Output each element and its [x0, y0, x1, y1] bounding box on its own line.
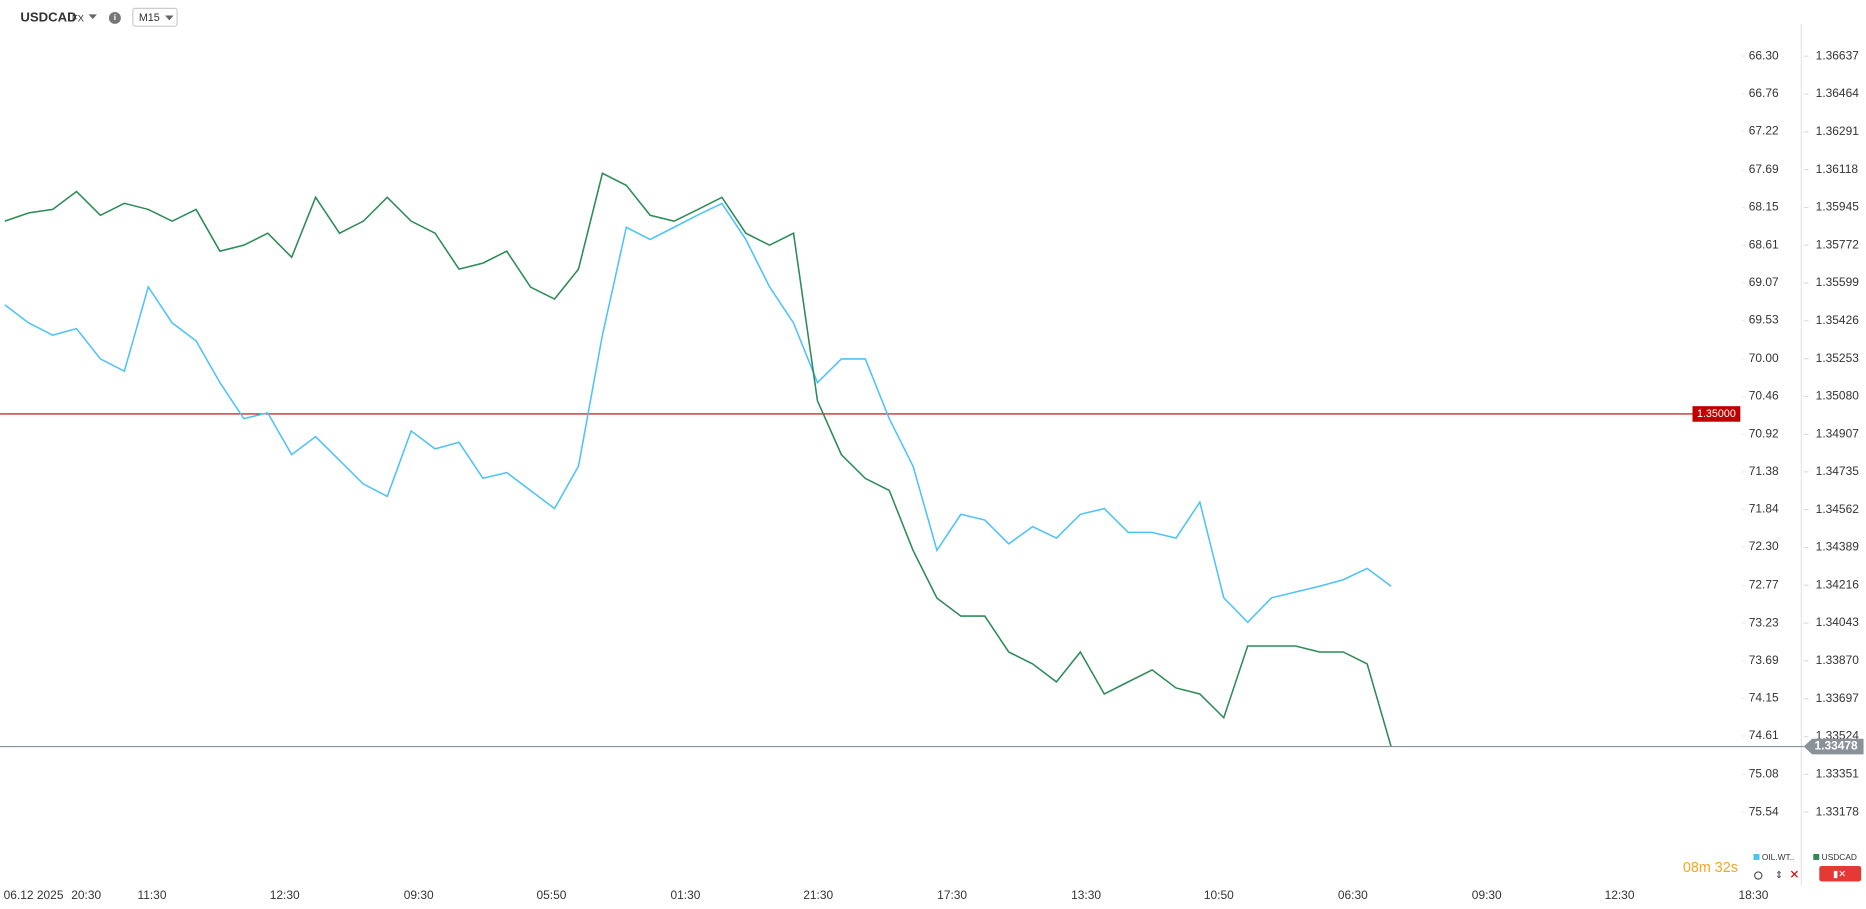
remove-button[interactable] [1819, 865, 1862, 882]
interval-caret [165, 15, 174, 21]
symbol[interactable]: USDCAD [20, 9, 76, 24]
last-price-label: 1.33478 [1814, 739, 1858, 753]
x-tick-label: 06.12 2025 [4, 888, 64, 902]
series-line [4, 202, 1392, 624]
y-tick-label: 1.35772 [1816, 237, 1860, 251]
y2-tick-label: 68.61 [1749, 237, 1779, 251]
y-tick-label: 1.34907 [1816, 426, 1860, 440]
x-tick-label: 21:30 [803, 888, 833, 902]
y2-tick-label: 70.46 [1749, 389, 1779, 403]
y-tick-label: 1.35426 [1816, 313, 1860, 327]
y-tick-label: 1.35945 [1816, 200, 1860, 214]
y-tick-label: 1.34216 [1816, 577, 1860, 591]
timer: 08m 32s [1683, 860, 1738, 876]
info-icon[interactable] [108, 11, 121, 24]
x-tick-label: 01:30 [670, 888, 700, 902]
remove-button-glyph: ▮✕ [1833, 869, 1846, 880]
x-tick-label: 11:30 [137, 888, 166, 902]
y2-tick-label: 70.00 [1749, 351, 1779, 365]
y2-tick-label: 75.08 [1749, 767, 1779, 781]
move-icon[interactable]: ⇕ [1775, 870, 1783, 881]
interval: M15 [139, 12, 160, 24]
x-tick-label: 05:50 [536, 888, 566, 902]
y2-tick-label: 69.07 [1749, 275, 1779, 289]
y2-tick-label: 66.30 [1749, 48, 1779, 62]
x-tick-label: 09:30 [1472, 888, 1502, 902]
y2-tick-label: 71.38 [1749, 464, 1779, 478]
legend-label: OIL.WT.. [1762, 852, 1795, 862]
y2-tick-label: 73.23 [1749, 615, 1779, 629]
x-tick-label: 09:30 [404, 888, 434, 902]
y2-tick-label: 73.69 [1749, 653, 1779, 667]
y2-tick-label: 70.92 [1749, 426, 1779, 440]
y-tick-label: 1.36118 [1816, 162, 1859, 176]
interval-dropdown[interactable] [132, 7, 178, 27]
series-line [4, 172, 1392, 747]
y-tick-label: 1.35253 [1816, 351, 1860, 365]
y2-tick-label: 72.30 [1749, 539, 1779, 553]
x-tick-label: 17:30 [937, 888, 967, 902]
legend-label: USDCAD [1822, 852, 1857, 862]
y-tick-label: 1.34389 [1816, 540, 1860, 554]
x-tick-label: 12:30 [270, 888, 300, 902]
close-icon[interactable]: ✕ [1789, 868, 1799, 882]
info-glyph: i [114, 12, 116, 22]
y-tick-label: 1.33351 [1816, 766, 1860, 780]
level-tag [1692, 406, 1741, 422]
symbol-caret[interactable] [88, 14, 97, 20]
legend-swatch [1753, 853, 1760, 860]
last-price-tag [1803, 738, 1864, 755]
x-tick-label: 06:30 [1338, 888, 1368, 902]
y-tick-label: 1.35080 [1816, 389, 1860, 403]
level-tag-label: 1.35000 [1697, 408, 1736, 420]
x-tick-label: 10:50 [1204, 888, 1234, 902]
legend-swatch [1813, 853, 1820, 860]
y2-tick-label: 67.69 [1749, 162, 1779, 176]
y2-tick-label: 68.15 [1749, 200, 1779, 214]
x-tick-label: 18:30 [1739, 888, 1769, 902]
y-tick-label: 1.36464 [1816, 86, 1860, 100]
y-tick-label: 1.34562 [1816, 502, 1860, 516]
market: FX [72, 14, 85, 25]
x-tick-label: 13:30 [1071, 888, 1101, 902]
y-tick-label: 1.33870 [1816, 653, 1860, 667]
y-tick-label: 1.34043 [1816, 615, 1860, 629]
y2-tick-label: 74.61 [1749, 728, 1779, 742]
y2-tick-label: 67.22 [1749, 124, 1779, 138]
y2-tick-label: 75.54 [1749, 804, 1779, 818]
y-tick-label: 1.36291 [1816, 124, 1860, 138]
y-tick-label: 1.35599 [1816, 275, 1860, 289]
y-tick-label: 1.34735 [1816, 464, 1860, 478]
y2-tick-label: 66.76 [1749, 86, 1779, 100]
eye-icon[interactable] [1754, 871, 1763, 880]
y2-tick-label: 72.77 [1749, 578, 1779, 592]
y-tick-label: 1.33697 [1816, 691, 1860, 705]
y2-tick-label: 74.15 [1749, 691, 1779, 705]
x-tick-label: 20:30 [71, 888, 101, 902]
y2-tick-label: 69.53 [1749, 313, 1779, 327]
y-tick-label: 1.36637 [1816, 48, 1860, 62]
y2-tick-label: 71.84 [1749, 502, 1779, 516]
x-tick-label: 12:30 [1605, 888, 1635, 902]
y-tick-label: 1.33178 [1816, 804, 1860, 818]
